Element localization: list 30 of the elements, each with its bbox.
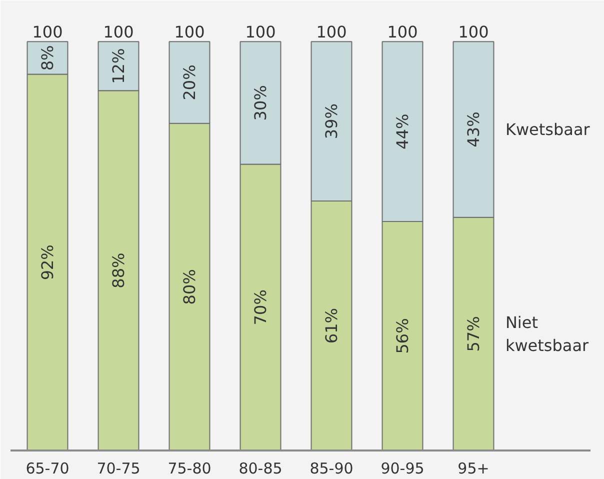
total-label: 100: [32, 22, 63, 42]
data-label: 56%: [393, 318, 412, 354]
data-label: 20%: [180, 64, 199, 100]
data-label: 57%: [464, 316, 483, 352]
x-tick-label: 70-75: [96, 460, 140, 478]
data-label: 43%: [464, 112, 483, 148]
total-label: 100: [174, 22, 205, 42]
data-label: 44%: [393, 114, 412, 150]
total-label: 100: [458, 22, 489, 42]
series-label: Kwetsbaar: [505, 120, 590, 139]
data-label: 8%: [38, 45, 57, 71]
x-tick-label: 85-90: [310, 460, 354, 478]
total-label: 100: [103, 22, 134, 42]
x-tick-label: 90-95: [380, 460, 424, 478]
data-label: 30%: [251, 85, 270, 121]
x-tick-label: 80-85: [238, 460, 282, 478]
data-label: 61%: [322, 308, 341, 344]
x-tick-label: 95+: [458, 460, 490, 478]
total-label: 100: [387, 22, 418, 42]
total-label: 100: [245, 22, 276, 42]
x-tick-label: 65-70: [26, 460, 70, 478]
data-label: 39%: [322, 104, 341, 140]
data-label: 70%: [251, 290, 270, 326]
data-label: 80%: [180, 269, 199, 305]
data-label: 88%: [109, 252, 128, 288]
data-label: 92%: [38, 244, 57, 280]
x-tick-label: 75-80: [168, 460, 212, 478]
total-label: 100: [316, 22, 347, 42]
series-label: Niet kwetsbaar: [505, 313, 590, 355]
data-label: 12%: [109, 48, 128, 84]
